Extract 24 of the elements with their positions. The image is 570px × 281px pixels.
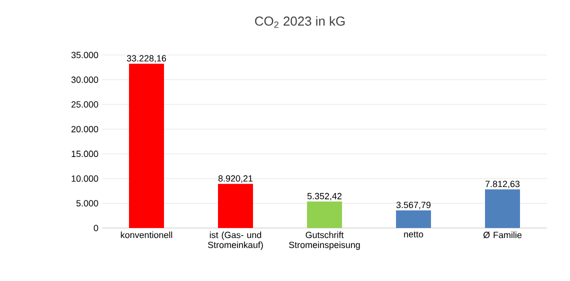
x-tick-label: ist (Gas- und Stromeinkauf) [208,232,263,250]
y-tick-label: 0 [94,224,98,232]
y-tick-label: 20.000 [72,126,98,132]
bar [396,210,431,228]
x-tick-label: konventionell [120,232,172,238]
x-tick-label: Ø Familie [483,232,522,238]
y-tick-label: 25.000 [72,101,98,108]
bar [307,202,342,228]
bar [218,184,253,228]
bar [129,64,164,228]
y-tick-label: 15.000 [72,150,98,158]
y-tick-label: 5.000 [76,200,98,206]
x-tick-label: netto [404,232,424,238]
y-tick-label: 35.000 [71,52,98,58]
y-tick-label: 10.000 [72,175,98,182]
bar [485,189,520,228]
data-label: 8.920,21 [218,175,253,183]
x-tick-label: Gutschrift Stromeinspeisung [289,232,360,250]
data-label: 7.812,63 [486,180,520,188]
data-label: 33.228,16 [126,55,166,63]
data-label: 5.352,42 [307,192,342,200]
y-tick-label: 30.000 [71,76,98,83]
chart-title: CO$_{2}$ 2023 in kG [255,16,345,28]
data-label: 3.567,79 [396,202,431,210]
